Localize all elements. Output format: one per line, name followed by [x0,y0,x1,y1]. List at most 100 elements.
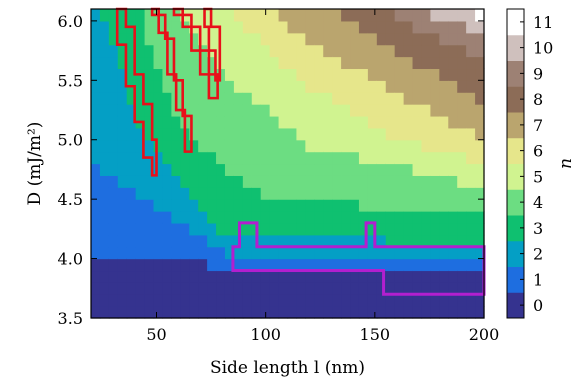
heatmap-cell [162,9,172,22]
heatmap-cell [403,92,414,105]
heatmap-cell [350,211,360,224]
heatmap-cell [144,270,155,283]
heatmap-cell [305,127,315,141]
heatmap-cell [233,306,244,319]
heatmap-cell [180,306,190,319]
heatmap-cell [376,211,387,224]
heatmap-cell [117,282,128,295]
heatmap-cell [278,20,289,34]
heatmap-cell [475,222,485,236]
heatmap-cell [448,175,458,188]
heatmap-cell [421,115,432,129]
heatmap-cell [269,175,280,188]
heatmap-cell [260,187,271,200]
heatmap-cell [216,270,226,283]
heatmap-cell [296,80,306,93]
heatmap-cell [448,151,458,165]
heatmap-cell [287,80,298,93]
heatmap-cell [144,92,155,105]
heatmap-cell [278,175,289,188]
heatmap-cell [385,258,396,272]
red-region-outline [203,7,222,82]
heatmap-cell [251,258,262,272]
heatmap-cell [421,199,432,212]
heatmap-cell [269,151,280,165]
heatmap-cell [475,20,485,34]
heatmap-cell [233,44,244,58]
heatmap-cell [430,306,440,319]
heatmap-cell [323,187,333,200]
heatmap-cell [421,127,432,141]
heatmap-cell [198,9,208,22]
heatmap-cell [314,20,324,34]
heatmap-cell [421,44,432,58]
heatmap-cell [171,270,181,283]
heatmap-cell [341,80,351,93]
heatmap-cell [350,127,360,141]
heatmap-cell [394,199,405,212]
heatmap-cell [278,127,289,141]
heatmap-cell [162,92,172,105]
heatmap-cell [457,80,467,93]
heatmap-cell [350,246,360,260]
heatmap-cell [135,44,146,58]
heatmap-cell [242,139,253,153]
heatmap-cell [448,282,458,295]
heatmap-cell [403,306,414,319]
heatmap-cell [162,175,172,188]
x-axis-ticks: 50 100 150 200 [146,9,499,344]
heatmap-cell [278,44,289,58]
heatmap-cell [198,222,208,236]
heatmap-cell [189,234,199,248]
heatmap-cell [224,56,235,70]
heatmap-cell [207,246,217,260]
heatmap-cell [189,163,199,176]
heatmap-cell [332,68,342,81]
heatmap-cell [144,187,155,200]
heatmap-cell [171,32,181,46]
heatmap-cell [403,80,414,93]
heatmap-cell [126,68,137,81]
heatmap-cell [412,56,423,70]
heatmap-cell [207,151,217,165]
heatmap-cell [367,127,378,141]
heatmap-cell [403,163,414,176]
heatmap-cell [358,20,369,34]
heatmap-cell [144,294,155,307]
heatmap-cell [216,163,226,176]
heatmap-cell [99,92,110,105]
heatmap-cell [305,211,315,224]
heatmap-cell [251,294,262,307]
heatmap-cell [358,306,369,319]
heatmap-cell [224,211,235,224]
heatmap-cell [376,104,387,117]
heatmap-cell [403,20,414,34]
heatmap-cell [108,44,119,58]
heatmap-cell [189,211,199,224]
heatmap-cells [91,9,485,319]
heatmap-cell [314,187,324,200]
heatmap-cell [439,32,449,46]
heatmap-cell [171,222,181,236]
heatmap-cell [296,127,306,141]
heatmap-cell [242,282,253,295]
heatmap-cell [91,20,101,34]
heatmap-cell [296,115,306,129]
heatmap-cell [171,199,181,212]
heatmap-cell [180,234,190,248]
y-tick-label: 4.5 [58,190,83,209]
heatmap-cell [421,294,432,307]
heatmap-cell [350,139,360,153]
y-axis-label: D (mJ/m²) [25,122,45,206]
heatmap-cell [439,56,449,70]
heatmap-cell [287,56,298,70]
heatmap-cell [341,175,351,188]
heatmap-cell [475,282,485,295]
heatmap-cell [251,9,262,22]
heatmap-cell [385,9,396,22]
heatmap-cell [233,199,244,212]
heatmap-cell [430,211,440,224]
heatmap-cell [198,151,208,165]
heatmap-cell [367,199,378,212]
heatmap-cell [135,56,146,70]
